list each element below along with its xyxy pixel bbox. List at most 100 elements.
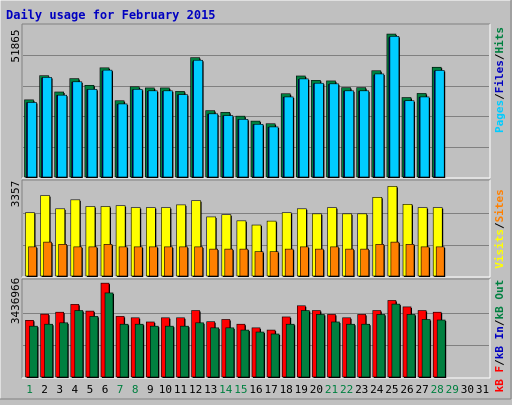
sites-bar	[103, 244, 113, 277]
pages-bar	[238, 119, 249, 178]
sites-bar	[179, 246, 188, 277]
pages-bar	[253, 124, 264, 178]
kbout-bar	[89, 316, 99, 378]
kbout-bar	[376, 314, 386, 378]
kbout-bar	[134, 323, 144, 378]
pages-bar	[283, 96, 294, 178]
kbout-bar	[331, 321, 340, 378]
x-axis-day-labels: 1 2 3 4 5 6 7 8 9 10 11 12 13 14 15 16 17 18 19 20 21 22 23 24 2…	[26, 383, 489, 396]
x-tick-label: 28	[431, 383, 444, 396]
x-tick-label: 4	[71, 383, 78, 396]
x-tick-label: 18	[280, 383, 293, 396]
legend-entry: kB Out	[493, 280, 506, 320]
pages-bar	[57, 94, 68, 178]
x-tick-label: 8	[132, 383, 139, 396]
kbout-bar	[436, 319, 446, 378]
x-tick-label: 1	[26, 383, 33, 396]
sites-bar	[164, 246, 173, 277]
pages-bar	[102, 69, 113, 178]
x-tick-label: 3	[56, 383, 63, 396]
pages-bar	[344, 90, 354, 178]
pages-bar	[163, 90, 173, 178]
middle-legend: Visits/Sites	[493, 189, 506, 269]
x-tick-label: 27	[415, 383, 428, 396]
pages-bar	[434, 70, 445, 178]
kbout-bar	[300, 310, 310, 378]
kbout-bar	[285, 323, 295, 378]
kbout-bar	[180, 325, 189, 378]
pages-bar	[42, 77, 52, 178]
kbout-bar	[255, 331, 265, 378]
pages-bar	[208, 113, 218, 178]
kbout-bar	[316, 314, 325, 378]
sites-bar	[269, 251, 279, 277]
sites-bar	[88, 246, 98, 277]
pages-bar	[178, 94, 188, 178]
pages-bar	[117, 103, 128, 178]
kbout-bar	[29, 325, 38, 378]
x-tick-label: 21	[325, 383, 338, 396]
legend-entry: Sites	[493, 189, 506, 222]
x-tick-label: 7	[117, 383, 124, 396]
x-tick-label: 22	[340, 383, 353, 396]
sites-bar	[420, 246, 430, 277]
kbout-bar	[391, 303, 401, 378]
kbout-bar	[406, 314, 416, 378]
legend-entry: kB In	[493, 326, 506, 359]
pages-bar	[27, 102, 37, 178]
kbout-bar	[361, 323, 371, 378]
legend-entry: /	[493, 319, 506, 326]
bottom-y-axis-max-label: 3436966	[9, 278, 22, 324]
sites-bar	[360, 248, 370, 277]
kbout-bar	[150, 325, 159, 378]
sites-bar	[209, 248, 218, 277]
legend-entry: Hits	[493, 27, 506, 54]
top-y-axis-max-label: 51865	[9, 29, 22, 62]
pages-bar	[329, 83, 339, 178]
x-tick-label: 24	[370, 383, 384, 396]
legend-entry: kB F	[493, 366, 506, 393]
sites-bar	[73, 246, 83, 277]
pages-bar	[298, 78, 309, 178]
kbout-bar	[225, 327, 235, 378]
x-tick-label: 12	[189, 383, 202, 396]
sites-bar	[299, 246, 309, 277]
pages-bar	[148, 90, 158, 178]
kbout-bar	[74, 310, 84, 378]
x-tick-label: 13	[204, 383, 217, 396]
bottom-panel	[21, 278, 491, 379]
pages-bar	[72, 81, 83, 178]
kbout-bar	[240, 329, 250, 378]
x-tick-label: 23	[355, 383, 368, 396]
sites-bar	[390, 241, 400, 277]
kbout-bar	[421, 319, 431, 378]
sites-bar	[405, 244, 415, 277]
pages-bar	[389, 36, 400, 178]
pages-bar	[419, 96, 430, 178]
legend-entry: /	[493, 222, 506, 229]
legend-entry: Pages	[493, 100, 506, 133]
x-tick-label: 6	[102, 383, 109, 396]
sites-bar	[239, 248, 249, 277]
kbout-bar	[195, 322, 204, 378]
x-tick-label: 17	[264, 383, 277, 396]
kbout-bar	[346, 323, 355, 378]
kbout-bar	[104, 292, 114, 378]
x-tick-label: 2	[41, 383, 48, 396]
x-tick-label: 14	[219, 383, 233, 396]
x-tick-label: 20	[310, 383, 323, 396]
x-tick-label: 11	[174, 383, 187, 396]
legend-entry: Files	[493, 60, 506, 93]
top-legend: Pages/Files/Hits	[493, 27, 506, 133]
pages-bar	[359, 90, 370, 178]
sites-bar	[435, 246, 445, 277]
sites-bar	[149, 246, 158, 277]
x-tick-label: 9	[147, 383, 154, 396]
x-tick-label: 30	[461, 383, 474, 396]
x-tick-label: 26	[400, 383, 413, 396]
pages-bar	[314, 82, 324, 178]
sites-bar	[118, 246, 128, 277]
legend-entry: /	[493, 93, 506, 100]
